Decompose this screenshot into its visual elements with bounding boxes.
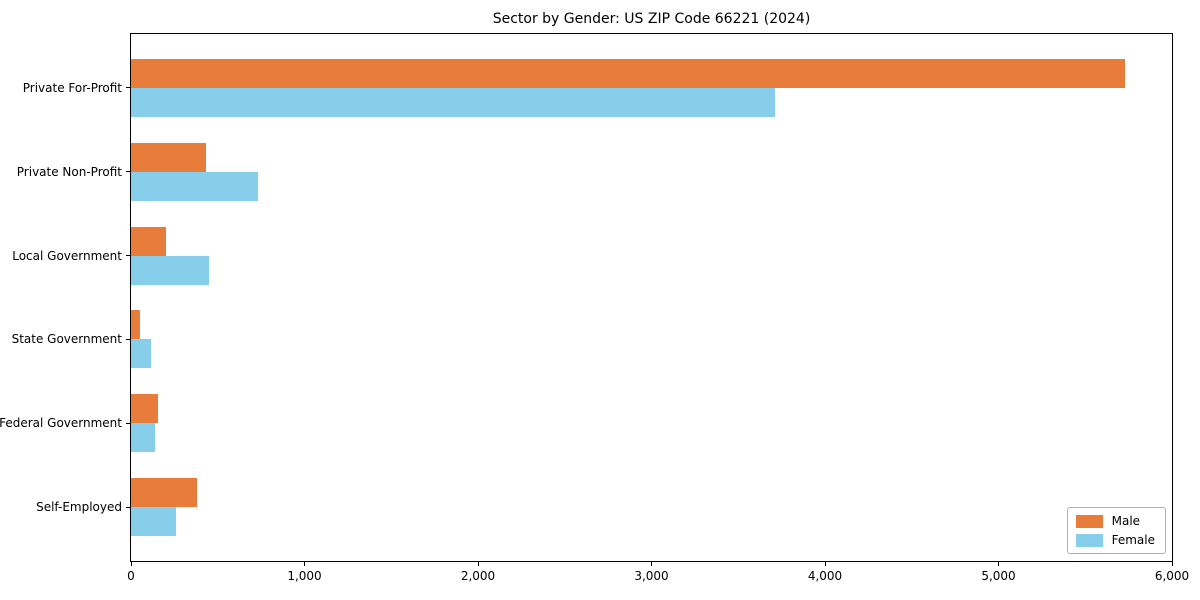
y-axis-tick (126, 87, 130, 89)
bar-male-2 (131, 226, 166, 256)
bar-male-3 (131, 310, 140, 340)
x-axis-tick-label: 5,000 (981, 569, 1016, 583)
legend-label: Female (1111, 533, 1155, 547)
plot-area: Male Female Private For-Profit Private Non… (0, 33, 1189, 583)
category-label: Private Non-Profit (16, 164, 122, 179)
bar-male-0 (131, 58, 1126, 88)
bar-male-1 (131, 142, 206, 172)
y-axis-tick (126, 171, 130, 173)
bar-female-5 (131, 507, 177, 537)
legend-swatch-female (1075, 533, 1103, 547)
y-axis-tick (126, 506, 130, 508)
x-axis-tick (651, 561, 652, 566)
x-axis-tick-label: 1,000 (287, 569, 322, 583)
category-label: Self-Employed (36, 500, 122, 515)
x-axis-tick (477, 561, 479, 566)
bar-female-4 (131, 423, 156, 453)
x-axis-tick-label: 2,000 (460, 569, 496, 583)
bar-female-1 (131, 171, 258, 201)
legend-item-male: Male (1075, 514, 1155, 528)
x-axis-tick (824, 561, 826, 566)
y-axis-tick (126, 255, 130, 257)
bar-male-4 (131, 394, 158, 424)
x-axis-tick (130, 561, 132, 566)
x-axis-tick-label: 4,000 (807, 569, 843, 583)
x-axis-tick (1171, 561, 1173, 566)
x-axis-tick-label: 0 (127, 569, 135, 583)
legend-swatch-male (1075, 514, 1103, 528)
category-label: State Government (11, 332, 122, 347)
category-label: Local Government (12, 248, 122, 263)
x-axis-tick-label: 6,000 (1154, 569, 1190, 583)
y-axis-tick (126, 422, 130, 424)
legend-label: Male (1111, 514, 1141, 528)
category-label: Private For-Profit (22, 80, 122, 95)
bar-female-3 (131, 339, 151, 369)
bar-female-0 (131, 87, 775, 117)
y-axis-tick (126, 338, 130, 340)
bar-female-2 (131, 255, 210, 285)
legend: Male Female (1066, 507, 1166, 554)
category-label: Federal Government (0, 416, 122, 431)
x-axis-tick (304, 561, 305, 566)
x-axis-tick-label: 3,000 (634, 569, 669, 583)
chart-title: Sector by Gender: US ZIP Code 66221 (202… (492, 11, 811, 27)
bar-male-5 (131, 478, 197, 508)
legend-item-female: Female (1075, 533, 1155, 547)
x-axis-tick (998, 561, 999, 566)
